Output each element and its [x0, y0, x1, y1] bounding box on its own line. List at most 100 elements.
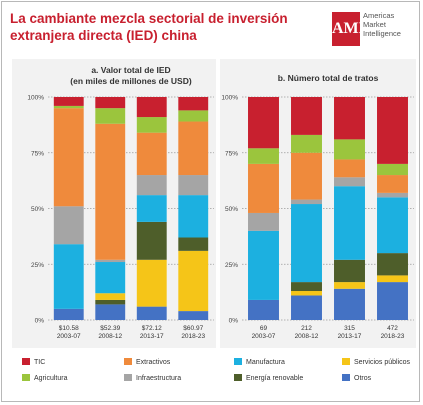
bar-segment: [95, 304, 126, 320]
y-tick-label: 75%: [31, 150, 44, 157]
y-tick-label: 0%: [229, 318, 239, 325]
legend-item: Otros: [342, 374, 371, 384]
legend-swatch: [342, 358, 350, 365]
bar-segment: [136, 195, 167, 222]
chart-deal-count: b. Número total de tratos 0% 25% 50% 75% 100%…: [221, 73, 414, 340]
legend-swatch: [22, 374, 30, 381]
bar-segment: [377, 163, 408, 176]
bar-segment: [248, 212, 279, 231]
legend-item: Energía renovable: [234, 374, 303, 384]
logo-wordmark: Americas Market Intelligence: [363, 11, 419, 38]
bar-segment: [178, 195, 209, 238]
bar-segment: [136, 259, 167, 307]
legend-item: Servicios públicos: [342, 358, 410, 368]
bar-segment: [136, 97, 167, 118]
chart-subtitle: (en miles de millones de USD): [70, 76, 192, 86]
chart-legend: TIC Extractivos Manufactura Servicios públi…: [12, 350, 416, 396]
category-total-label: 69: [260, 325, 268, 332]
bar-segment: [136, 175, 167, 196]
bar-segment: [53, 97, 84, 106]
bar-segment: [248, 97, 279, 149]
logo-line: Intelligence: [363, 29, 401, 38]
bar-segment: [136, 306, 167, 320]
category-total-label: $72.12: [142, 325, 162, 332]
page-title: La cambiante mezcla sectorial de inversi…: [10, 11, 288, 43]
bar-segment: [248, 148, 279, 164]
bar-segment: [377, 282, 408, 320]
bar-segment: [291, 291, 322, 296]
bar-segment: [53, 206, 84, 245]
bar-segment: [95, 293, 126, 300]
bar-segment: [95, 259, 126, 263]
x-tick-label: 2008-12: [98, 333, 122, 340]
chart-panel-deal-count: b. Número total de tratos 0% 25% 50% 75% 100%…: [220, 59, 416, 348]
bar-segment: [291, 152, 322, 200]
x-tick-label: 2018-23: [381, 333, 405, 340]
y-tick-label: 25%: [225, 262, 238, 269]
bar-segment: [53, 244, 84, 309]
legend-label: Manufactura: [246, 359, 285, 366]
bar-segment: [178, 121, 209, 176]
legend-item: Agricultura: [22, 374, 67, 384]
legend-swatch: [124, 374, 132, 381]
chart-panel-fdi-value: a. Valor total de IED (en miles de millon…: [12, 59, 216, 348]
bar-segment: [178, 97, 209, 111]
legend-swatch: [124, 358, 132, 365]
legend-swatch: [342, 374, 350, 381]
y-tick-label: 50%: [225, 206, 238, 213]
y-tick-label: 100%: [27, 95, 44, 102]
x-tick-label: 2018-23: [181, 333, 205, 340]
legend-label: Agricultura: [34, 375, 68, 382]
category-total-label: $60.97: [183, 325, 203, 332]
bar-segment: [291, 295, 322, 320]
bar-segment: [291, 134, 322, 153]
y-tick-label: 0%: [35, 318, 45, 325]
bar-segment: [95, 123, 126, 260]
bar-segment: [95, 299, 126, 305]
x-tick-label: 2003-07: [252, 333, 276, 340]
legend-item: TIC: [22, 358, 45, 368]
bar-segment: [178, 250, 209, 312]
category-total-label: 472: [387, 325, 398, 332]
bar-segment: [334, 282, 365, 289]
bar-segment: [334, 259, 365, 283]
bar-segment: [334, 97, 365, 140]
bar-segment: [334, 139, 365, 160]
bar-segment: [178, 237, 209, 251]
bar-segment: [95, 262, 126, 294]
bar-segment: [377, 97, 408, 164]
bar-segment: [377, 175, 408, 193]
bar-segment: [334, 186, 365, 260]
logo-line: Market: [363, 20, 386, 29]
bar-segment: [136, 132, 167, 176]
legend-swatch: [22, 358, 30, 365]
bar-segment: [95, 97, 126, 109]
bar-segment: [53, 308, 84, 320]
bar-segment: [178, 110, 209, 122]
x-tick-label: 2013-17: [338, 333, 362, 340]
legend-label: Infraestructura: [136, 375, 182, 382]
legend-item: Manufactura: [234, 358, 285, 368]
legend-item: Extractivos: [124, 358, 170, 368]
x-tick-label: 2003-07: [57, 333, 81, 340]
x-tick-label: 2008-12: [295, 333, 319, 340]
legend-label: Extractivos: [136, 359, 171, 366]
bar-segment: [136, 117, 167, 133]
y-tick-label: 100%: [221, 95, 238, 102]
category-total-label: 212: [301, 325, 312, 332]
category-total-label: $10.58: [59, 325, 79, 332]
bar-segment: [377, 197, 408, 254]
bar-segment: [178, 175, 209, 196]
bar-segment: [334, 159, 365, 178]
category-total-label: $52.39: [100, 325, 120, 332]
y-tick-label: 75%: [225, 150, 238, 157]
bar-segment: [377, 253, 408, 276]
bar-segment: [334, 177, 365, 187]
chart-title: a. Valor total de IED: [91, 65, 170, 75]
legend-label: Servicios públicos: [354, 359, 411, 366]
legend-swatch: [234, 374, 242, 381]
bar-segment: [291, 204, 322, 283]
legend-label: TIC: [34, 359, 46, 366]
legend-label: Otros: [354, 375, 372, 382]
